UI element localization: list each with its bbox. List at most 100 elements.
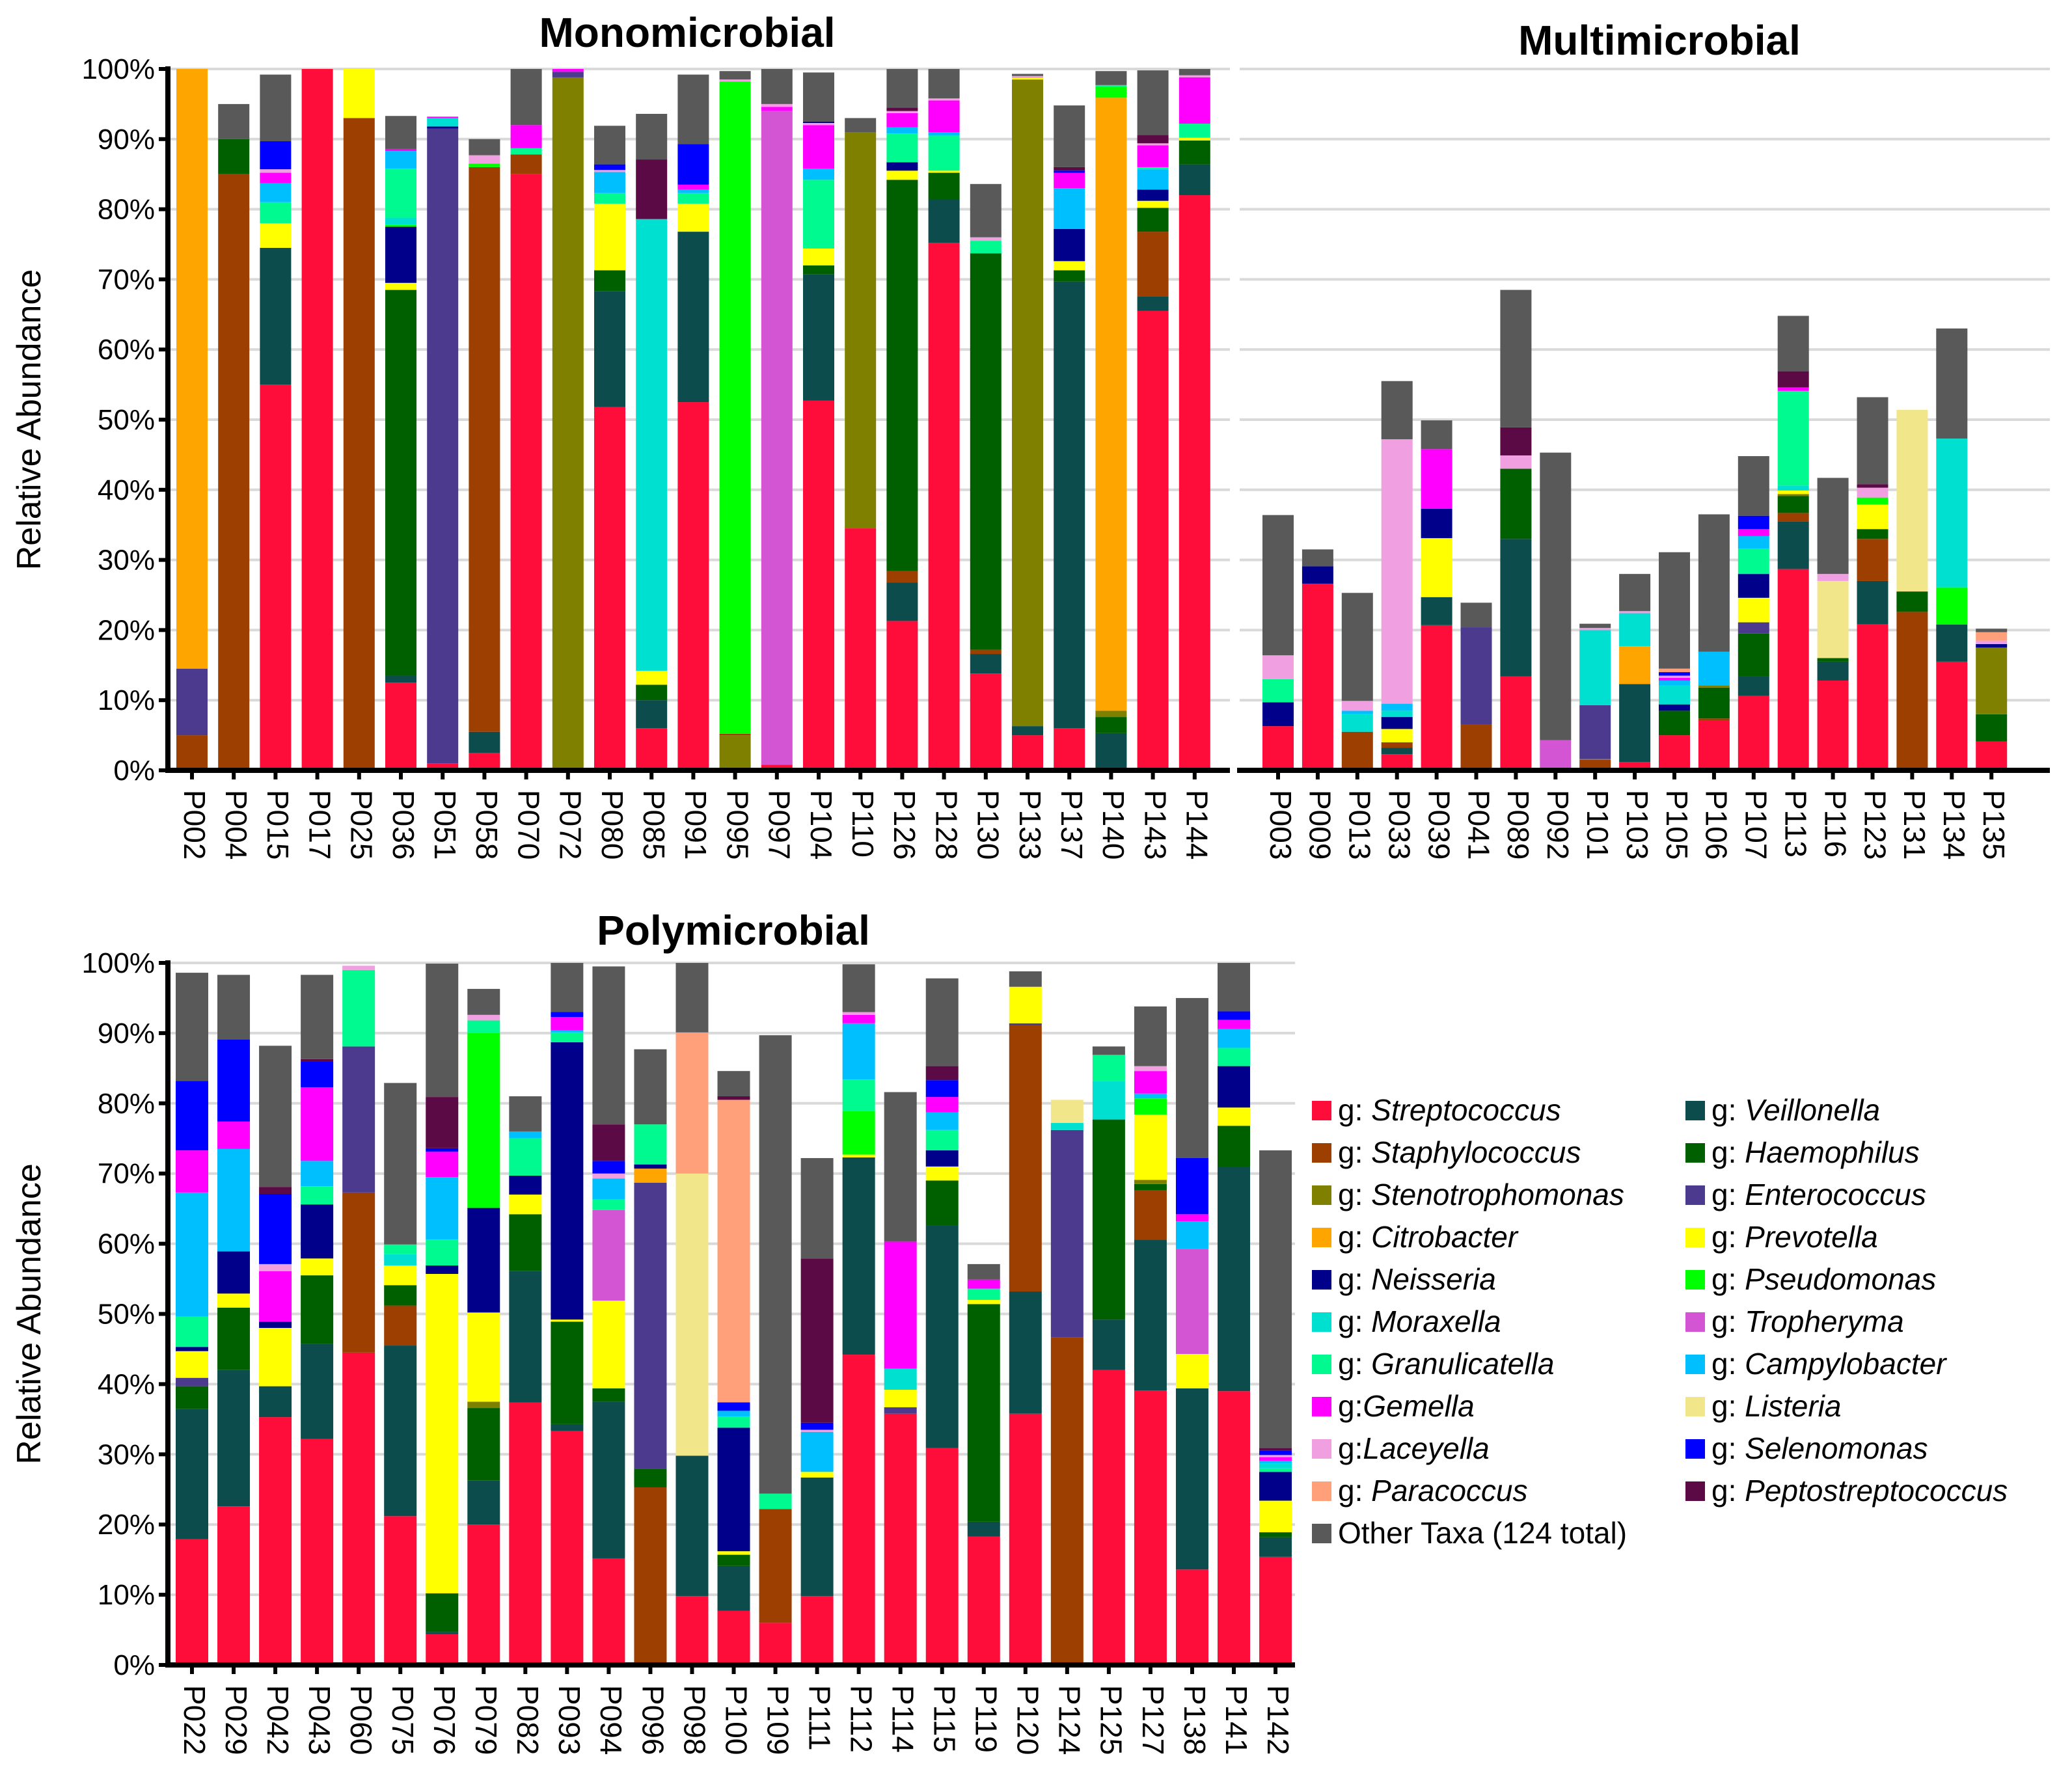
x-tick-label: P051: [428, 790, 462, 859]
bar-segment-moraxella: [884, 1368, 917, 1390]
bar-segment-enterococcus: [176, 668, 208, 736]
legend-prefix: g:: [1338, 1304, 1371, 1338]
bar-segment-selenomonas: [925, 1080, 959, 1098]
legend-taxon-name: Laceyella: [1363, 1431, 1489, 1465]
bar-segment-veillonella: [928, 199, 960, 243]
bar-segment-stenotrophomonas: [1579, 759, 1611, 760]
bar-segment-other-taxa-124-total-: [176, 973, 208, 1081]
bar-segment-haemophilus: [1259, 1532, 1292, 1537]
bar-segment-granulicatella: [467, 1020, 500, 1033]
legend-prefix: g:: [1338, 1262, 1371, 1296]
bar-segment-granulicatella: [510, 148, 542, 155]
bar-segment-other-taxa-124-total-: [886, 69, 918, 108]
bar-segment-staphylococcus: [1134, 1190, 1167, 1240]
bar-segment-laceyella: [803, 123, 834, 126]
bar-segment-prevotella: [301, 1258, 334, 1276]
legend-swatch: [1312, 1101, 1331, 1120]
legend-label: g: Veillonella: [1711, 1093, 1880, 1127]
bar-segment-other-taxa-124-total-: [260, 74, 292, 142]
bar-segment-haemophilus: [551, 1321, 584, 1424]
bar-segment-prevotella: [1218, 1107, 1250, 1126]
bar-segment-other-taxa-124-total-: [1218, 963, 1250, 1012]
x-tick-label: P125: [1095, 1685, 1128, 1755]
bar-segment-haemophilus: [1500, 468, 1532, 539]
bar-segment-moraxella: [1659, 685, 1690, 705]
y-tick-label: 10%: [98, 684, 155, 716]
bar-P025: [343, 69, 375, 770]
bar-segment-gemella: [925, 1097, 959, 1113]
x-tick-label: P098: [677, 1685, 711, 1755]
bar-segment-prevotella: [1175, 1354, 1208, 1388]
legend-item: g: Streptococcus: [1312, 1093, 1561, 1127]
bar-segment-other-taxa-124-total-: [551, 963, 584, 1012]
bar-segment-enterococcus: [176, 1377, 208, 1386]
bar-segment-campylobacter: [1134, 1093, 1167, 1099]
legend-prefix: g:: [1711, 1304, 1745, 1338]
bar-segment-neisseria: [509, 1175, 542, 1195]
bar-segment-selenomonas: [1054, 170, 1085, 173]
bar-segment-other-taxa-124-total-: [1619, 574, 1651, 612]
bar-segment-stenotrophomonas: [1095, 710, 1127, 718]
x-tick-label: P033: [1383, 790, 1417, 859]
bar-segment-gemella: [884, 1241, 917, 1369]
x-tick-label: P127: [1136, 1685, 1170, 1755]
x-tick-label: P079: [469, 1685, 503, 1755]
legend-taxon-name: Tropheryma: [1745, 1304, 1904, 1338]
legend-swatch: [1312, 1397, 1331, 1416]
bar-segment-moraxella: [1092, 1081, 1125, 1120]
bar-segment-prevotella: [1134, 1115, 1167, 1180]
legend-prefix: g:: [1711, 1431, 1745, 1465]
x-tick-label: P091: [679, 790, 713, 859]
bar-segment-streptococcus: [217, 1506, 251, 1665]
legend-taxon-name: Gemella: [1363, 1389, 1474, 1423]
legend-label: g: Enterococcus: [1711, 1178, 1926, 1211]
bar-segment-veillonella: [467, 1480, 500, 1525]
bar-segment-other-taxa-124-total-: [1381, 381, 1413, 440]
x-tick-label: P140: [1097, 790, 1130, 859]
bar-segment-veillonella: [636, 700, 668, 729]
bar-segment-streptococcus: [260, 385, 292, 770]
legend-taxon-name: Other Taxa (124 total): [1338, 1516, 1627, 1550]
bar-P085: [636, 113, 668, 770]
bar-segment-listeria: [1896, 409, 1928, 592]
bar-segment-gemella: [176, 1150, 208, 1193]
bar-segment-selenomonas: [260, 141, 292, 170]
bar-segment-tropheryma: [761, 111, 793, 765]
bar-P106: [1698, 514, 1730, 770]
bar-segment-campylobacter: [803, 169, 834, 180]
bar-P125: [1092, 1046, 1125, 1665]
bar-segment-veillonella: [592, 1401, 625, 1558]
bar-P080: [594, 126, 625, 770]
bar-segment-streptococcus: [759, 1623, 792, 1665]
bar-segment-prevotella: [925, 1166, 959, 1181]
bar-segment-pseudomonas: [1095, 86, 1127, 98]
bar-segment-campylobacter: [1175, 1221, 1208, 1249]
legend-swatch: [1685, 1270, 1705, 1290]
legend-taxon-name: Haemophilus: [1745, 1135, 1919, 1169]
x-tick-label: P096: [636, 1685, 670, 1755]
bar-segment-laceyella: [1659, 675, 1690, 678]
bar-segment-streptococcus: [967, 1536, 1000, 1665]
legend-label: g: Moraxella: [1338, 1304, 1501, 1338]
bar-segment-staphylococcus: [469, 167, 500, 732]
bar-segment-other-taxa-124-total-: [1262, 515, 1294, 656]
bar-segment-haemophilus: [636, 684, 668, 701]
bar-segment-streptococcus: [551, 1431, 584, 1665]
bar-segment-staphylococcus: [343, 118, 375, 770]
bar-segment-veillonella: [594, 291, 625, 407]
y-tick-label: 30%: [98, 545, 155, 576]
bar-segment-other-taxa-124-total-: [928, 69, 960, 99]
bar-segment-prevotella: [467, 1312, 500, 1402]
bar-P119: [967, 1264, 1000, 1665]
bar-segment-veillonella: [1092, 1319, 1125, 1370]
legend-prefix: g:: [1338, 1220, 1371, 1254]
bar-P113: [1777, 316, 1809, 770]
bar-segment-other-taxa-124-total-: [636, 113, 668, 160]
bar-segment-streptococcus: [803, 400, 834, 770]
bar-segment-neisseria: [259, 1321, 292, 1329]
x-tick-label: P041: [1462, 790, 1495, 859]
bar-segment-neisseria: [1302, 566, 1333, 584]
bar-segment-veillonella: [1421, 597, 1452, 625]
bar-segment-campylobacter: [1698, 651, 1730, 686]
